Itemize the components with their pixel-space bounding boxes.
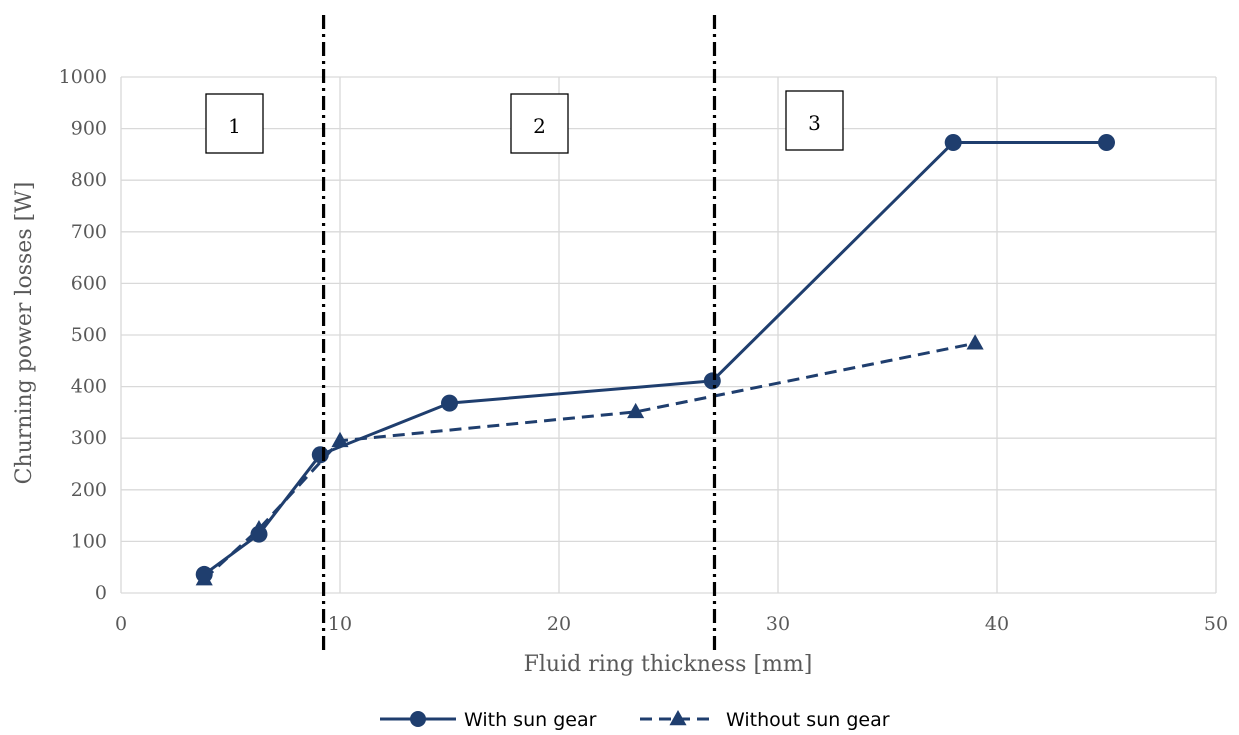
- legend-item-without-sun-gear: Without sun gear: [640, 709, 890, 731]
- legend-label: With sun gear: [464, 709, 597, 731]
- y-tick-label: 600: [71, 272, 107, 294]
- region-label-2: 2: [510, 93, 569, 154]
- data-point-circle: [703, 372, 721, 390]
- legend-circle-marker: [410, 711, 426, 727]
- legend-triangle-marker: [669, 710, 687, 726]
- data-point-circle: [195, 565, 213, 583]
- x-axis-title: Fluid ring thickness [mm]: [524, 652, 813, 677]
- region-label-1: 1: [205, 93, 264, 154]
- y-tick-label: 100: [71, 530, 107, 552]
- data-point-triangle: [627, 402, 645, 419]
- y-tick-label: 800: [71, 169, 107, 191]
- y-tick-label: 900: [71, 118, 107, 140]
- region-label-text: 2: [533, 114, 546, 138]
- y-tick-label: 400: [71, 376, 107, 398]
- region-label-text: 1: [228, 114, 241, 138]
- x-tick-label: 10: [328, 613, 352, 635]
- grid: [120, 76, 1217, 594]
- y-tick-label: 200: [71, 479, 107, 501]
- y-tick-label: 300: [71, 427, 107, 449]
- y-tick-label: 1000: [59, 66, 107, 88]
- region-label-3: 3: [785, 90, 844, 151]
- series-with-sun-gear: [195, 134, 1115, 583]
- legend-item-with-sun-gear: With sun gear: [380, 709, 597, 731]
- data-point-triangle: [331, 431, 349, 448]
- legend: With sun gear Without sun gear: [380, 709, 890, 731]
- x-tick-label: 20: [547, 613, 571, 635]
- y-tick-label: 500: [71, 324, 107, 346]
- data-point-circle: [1098, 134, 1115, 152]
- y-axis-title: Churning power losses [W]: [12, 182, 37, 485]
- y-axis-ticks: 0 100 200 300 400 500 600 700 800 900 1000: [59, 66, 107, 604]
- region-label-box: [205, 93, 264, 154]
- x-axis-ticks: 0 10 20 30 40 50: [115, 613, 1228, 635]
- data-point-circle: [441, 394, 458, 412]
- series-layer: [195, 134, 1115, 586]
- region-label-box: [785, 90, 844, 151]
- region-label-text: 3: [808, 111, 821, 135]
- x-tick-label: 0: [115, 613, 127, 635]
- y-tick-label: 0: [95, 582, 107, 604]
- data-point-circle: [311, 446, 329, 464]
- data-point-triangle: [966, 334, 984, 350]
- x-tick-label: 50: [1204, 613, 1228, 635]
- region-label-box: [510, 93, 569, 154]
- x-tick-label: 30: [766, 613, 790, 635]
- data-point-circle: [250, 525, 268, 543]
- x-tick-label: 40: [985, 613, 1009, 635]
- legend-label: Without sun gear: [726, 709, 890, 731]
- data-point-circle: [944, 134, 962, 152]
- y-tick-label: 700: [71, 221, 107, 243]
- region-labels: 1 2 3: [205, 90, 844, 154]
- region-dividers: [321, 15, 717, 650]
